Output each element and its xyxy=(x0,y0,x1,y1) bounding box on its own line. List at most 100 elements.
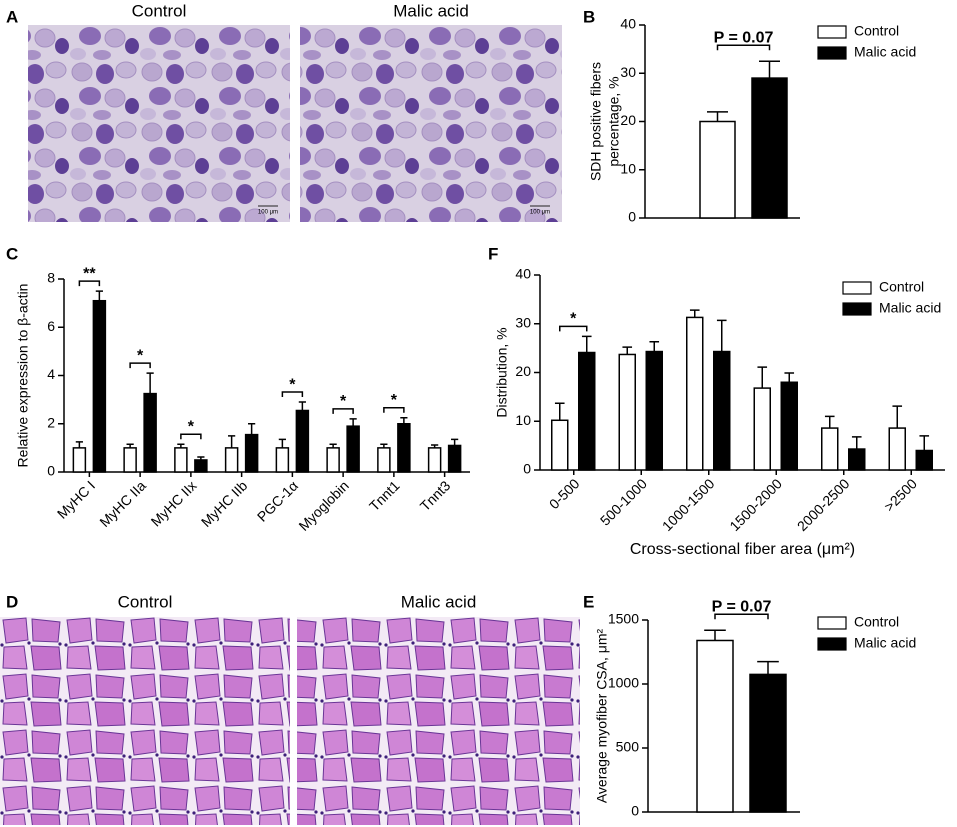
y-axis-label: Average myofiber CSA, μm² xyxy=(594,629,610,804)
error-bar xyxy=(451,438,459,446)
legend-swatch xyxy=(817,46,847,60)
x-axis-label: Cross-sectional fiber area (μm²) xyxy=(630,541,855,558)
y-tick-label: 20 xyxy=(515,363,531,379)
significance-bracket xyxy=(281,391,304,398)
x-tick-label: Myoglobin xyxy=(295,477,351,533)
bar xyxy=(551,419,569,471)
bar xyxy=(143,392,157,473)
error-bar xyxy=(824,415,835,429)
bar xyxy=(753,387,771,471)
x-tick-label: 2000-2500 xyxy=(794,475,853,534)
significance-label: * xyxy=(391,392,398,409)
error-bar xyxy=(716,319,727,352)
significance-label: P = 0.07 xyxy=(714,29,774,46)
bar xyxy=(915,449,933,471)
micrograph xyxy=(297,617,580,825)
image-caption: Control xyxy=(132,1,187,20)
y-tick-label: 30 xyxy=(620,64,636,80)
error-bar xyxy=(689,309,700,318)
significance-label: * xyxy=(289,376,296,393)
error-bar xyxy=(248,423,256,435)
error-bar xyxy=(126,443,134,448)
error-bar xyxy=(298,401,306,411)
error-bar xyxy=(892,405,903,429)
error-bar xyxy=(75,441,83,448)
y-tick-label: 40 xyxy=(515,266,531,282)
bar xyxy=(72,447,87,473)
x-tick-label: MyHC IIx xyxy=(148,477,200,529)
error-bar xyxy=(329,443,337,448)
bar xyxy=(346,425,360,473)
bar xyxy=(174,447,188,473)
y-tick-label: 1500 xyxy=(608,611,639,627)
bar xyxy=(696,639,734,813)
y-tick-label: 30 xyxy=(515,314,531,330)
scale-label: 100 μm xyxy=(530,210,550,216)
x-tick-label: MyHC I xyxy=(54,477,98,521)
panel-label: E xyxy=(583,592,594,611)
legend-swatch xyxy=(817,637,847,651)
significance-bracket xyxy=(332,408,354,414)
bar xyxy=(713,350,731,471)
legend-swatch xyxy=(817,25,847,39)
legend-label: Malic acid xyxy=(879,300,941,316)
bar xyxy=(749,673,787,813)
error-bar xyxy=(622,346,633,355)
error-bar xyxy=(380,443,388,448)
error-bar xyxy=(759,60,780,79)
error-bar xyxy=(919,435,930,451)
y-axis-label: Relative expression to β-actin xyxy=(15,284,31,468)
x-tick-label: >2500 xyxy=(881,475,920,514)
bar xyxy=(848,448,866,471)
y-tick-label: 40 xyxy=(620,16,636,32)
y-axis-label: percentage, % xyxy=(606,76,622,166)
error-bar xyxy=(349,418,357,427)
significance-bracket xyxy=(180,433,202,440)
significance-bracket xyxy=(129,362,151,369)
y-tick-label: 2 xyxy=(47,414,55,430)
significance-label: ** xyxy=(83,265,96,282)
y-axis-label: Distribution, % xyxy=(494,327,510,417)
bar xyxy=(326,447,340,473)
bar xyxy=(686,316,704,471)
bar xyxy=(194,459,208,473)
error-bar xyxy=(278,438,286,448)
image-caption: Malic acid xyxy=(401,592,477,611)
error-bar xyxy=(95,290,103,301)
x-tick-label: Tnnt3 xyxy=(417,477,454,514)
bar xyxy=(377,447,391,473)
significance-bracket xyxy=(714,613,769,620)
y-tick-label: 10 xyxy=(620,160,636,176)
legend-label: Malic acid xyxy=(854,635,916,651)
significance-label: * xyxy=(137,347,144,364)
error-bar xyxy=(649,341,660,352)
bar xyxy=(123,447,137,473)
legend-swatch xyxy=(842,281,872,295)
legend-label: Control xyxy=(854,23,899,39)
bar xyxy=(821,427,839,471)
bar xyxy=(447,444,462,473)
bar xyxy=(888,427,906,471)
x-tick-label: 1500-2000 xyxy=(726,475,785,534)
bar xyxy=(427,447,442,473)
legend-label: Control xyxy=(854,614,899,630)
error-bar xyxy=(197,456,205,460)
bar xyxy=(699,120,736,219)
y-tick-label: 6 xyxy=(47,318,55,334)
error-bar xyxy=(757,660,779,675)
x-tick-label: MyHC IIb xyxy=(198,477,251,530)
significance-bracket xyxy=(78,280,101,287)
panel-label: B xyxy=(583,7,595,26)
y-tick-label: 20 xyxy=(620,112,636,128)
error-bar xyxy=(146,372,154,394)
scale-label: 100 μm xyxy=(258,210,278,216)
panel-label: F xyxy=(488,244,498,263)
x-tick-label: 500-1000 xyxy=(597,475,650,528)
legend-label: Control xyxy=(879,279,924,295)
micrograph xyxy=(300,25,562,222)
y-tick-label: 8 xyxy=(47,270,55,286)
image-caption: Malic acid xyxy=(393,1,469,20)
error-bar xyxy=(554,402,565,421)
